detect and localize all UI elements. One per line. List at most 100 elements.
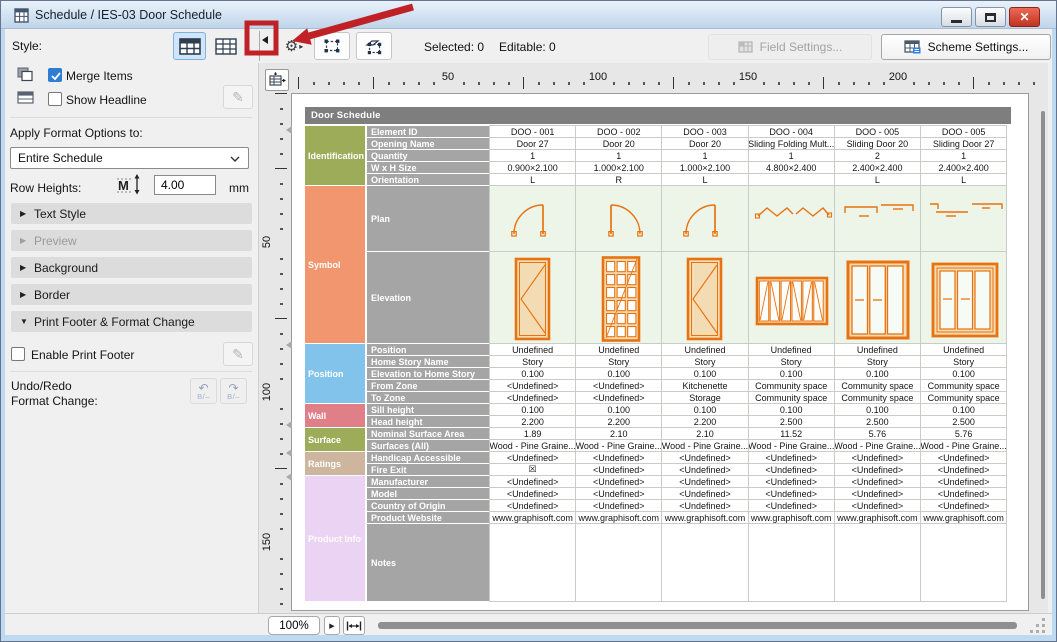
schedule-cell[interactable]: Wood - Pine Graine... [662, 440, 749, 452]
schedule-cell[interactable]: Door 20 [662, 138, 749, 150]
schedule-cell[interactable]: Door 27 [490, 138, 577, 150]
schedule-cell[interactable]: DOO - 002 [576, 126, 663, 138]
row-header-position[interactable]: Position [367, 344, 490, 355]
schedule-cell[interactable]: Wood - Pine Graine... [834, 440, 921, 452]
row-header-model[interactable]: Model [367, 488, 490, 499]
schedule-cell[interactable]: 1 [921, 150, 1008, 162]
schedule-cell[interactable]: 0.100 [490, 404, 577, 416]
schedule-cell[interactable]: <Undefined> [662, 476, 749, 488]
plan-swing-left-symbol[interactable] [490, 186, 577, 252]
row-header-elevation-to-home-story[interactable]: Elevation to Home Story [367, 368, 490, 379]
schedule-cell[interactable]: <Undefined> [834, 452, 921, 464]
row-marker-icon[interactable] [286, 341, 292, 349]
schedule-cell[interactable]: <Undefined> [490, 380, 577, 392]
apply-format-select[interactable]: Entire Schedule [10, 147, 249, 169]
schedule-cell[interactable]: Community space [921, 392, 1008, 404]
schedule-cell[interactable]: Community space [834, 380, 921, 392]
schedule-cell[interactable]: <Undefined> [576, 464, 663, 476]
vertical-scrollbar[interactable] [1041, 111, 1045, 599]
enable-print-footer-checkbox[interactable] [11, 347, 25, 361]
titlebar[interactable]: Schedule / IES-03 Door Schedule ✕ [1, 1, 1056, 29]
schedule-cell[interactable]: DOO - 003 [662, 126, 749, 138]
row-header-elevation[interactable]: Elevation [367, 252, 490, 343]
schedule-cell[interactable]: Undefined [490, 344, 577, 356]
schedule-cell[interactable]: www.graphisoft.com [834, 512, 921, 524]
plan-sliding-symbol[interactable] [834, 186, 921, 252]
schedule-cell[interactable]: <Undefined> [490, 452, 577, 464]
schedule-cell[interactable]: Community space [748, 380, 835, 392]
plan-sliding-2-symbol[interactable] [921, 186, 1008, 252]
schedule-cell[interactable] [490, 524, 577, 602]
section-preview[interactable]: ▶ Preview [11, 230, 252, 251]
elevation-sliding-3panel-b-symbol[interactable] [921, 252, 1008, 344]
schedule-cell[interactable]: DOO - 005 [834, 126, 921, 138]
zoom-menu-button[interactable]: ▶ [324, 616, 340, 635]
select-elements-button[interactable] [356, 32, 392, 60]
section-print-footer-format-change[interactable]: ▼ Print Footer & Format Change [11, 311, 252, 332]
schedule-cell[interactable]: Sliding Folding Mult... [748, 138, 835, 150]
ruler-origin-button[interactable] [265, 69, 289, 91]
schedule-cell[interactable]: Door 20 [576, 138, 663, 150]
schedule-cell[interactable]: L [921, 174, 1008, 186]
schedule-cell[interactable]: 11.52 [748, 428, 835, 440]
schedule-cell[interactable]: Sliding Door 27 [921, 138, 1008, 150]
schedule-cell[interactable] [662, 524, 749, 602]
resize-grip[interactable] [1030, 630, 1033, 633]
schedule-cell[interactable]: Wood - Pine Graine... [490, 440, 577, 452]
row-header-fire-exit[interactable]: Fire Exit [367, 464, 490, 475]
schedule-cell[interactable]: L [834, 174, 921, 186]
maximize-button[interactable] [975, 7, 1006, 27]
schedule-cell[interactable]: Community space [834, 392, 921, 404]
schedule-cell[interactable]: Undefined [834, 344, 921, 356]
row-marker-icon[interactable] [286, 449, 292, 457]
schedule-cell[interactable]: 0.100 [921, 368, 1008, 380]
row-marker-icon[interactable] [286, 126, 292, 134]
merge-items-checkbox[interactable] [48, 68, 62, 82]
schedule-cell[interactable]: <Undefined> [834, 476, 921, 488]
resize-grip[interactable] [1042, 630, 1045, 633]
schedule-cell[interactable]: <Undefined> [834, 464, 921, 476]
resize-grip[interactable] [1036, 624, 1039, 627]
schedule-cell[interactable]: <Undefined> [921, 500, 1008, 512]
elevation-panel-chevron-symbol[interactable] [662, 252, 749, 344]
schedule-cell[interactable]: 0.100 [576, 368, 663, 380]
minimize-button[interactable] [941, 7, 972, 27]
schedule-cell[interactable]: 4.800×2.400 [748, 162, 835, 174]
schedule-cell[interactable]: DOO - 004 [748, 126, 835, 138]
row-height-input[interactable] [154, 175, 216, 195]
schedule-cell[interactable]: 0.100 [662, 404, 749, 416]
schedule-cell[interactable]: 0.100 [576, 404, 663, 416]
schedule-cell[interactable]: <Undefined> [576, 380, 663, 392]
schedule-cell[interactable]: DOO - 001 [490, 126, 577, 138]
resize-grip[interactable] [1042, 618, 1045, 621]
elevation-sliding-3panel-symbol[interactable] [834, 252, 921, 344]
schedule-cell[interactable]: <Undefined> [662, 500, 749, 512]
elevation-panel-chevron-symbol[interactable] [490, 252, 577, 344]
schedule-cell[interactable]: Story [490, 356, 577, 368]
schedule-cell[interactable]: Community space [921, 380, 1008, 392]
schedule-cell[interactable]: 1.000×2.100 [662, 162, 749, 174]
schedule-cell[interactable]: 0.100 [834, 404, 921, 416]
schedule-cell[interactable]: Story [748, 356, 835, 368]
schedule-cell[interactable]: 0.100 [662, 368, 749, 380]
schedule-cell[interactable]: Wood - Pine Graine... [576, 440, 663, 452]
schedule-cell[interactable]: R [576, 174, 663, 186]
schedule-cell[interactable]: 2.10 [576, 428, 663, 440]
schedule-cell[interactable]: <Undefined> [834, 488, 921, 500]
close-button[interactable]: ✕ [1009, 7, 1040, 27]
category-ratings[interactable]: Ratings [305, 452, 365, 475]
options-gear-button[interactable]: ⚙ ▸ [278, 32, 310, 60]
schedule-cell[interactable]: <Undefined> [662, 488, 749, 500]
row-header-element-id[interactable]: Element ID [367, 126, 490, 137]
resize-grip[interactable] [1042, 624, 1045, 627]
schedule-cell[interactable]: Wood - Pine Graine... [921, 440, 1008, 452]
schedule-cell[interactable]: <Undefined> [921, 464, 1008, 476]
schedule-cell[interactable]: 0.900×2.100 [490, 162, 577, 174]
row-header-w-x-h-size[interactable]: W x H Size [367, 162, 490, 173]
schedule-cell[interactable]: 5.76 [921, 428, 1008, 440]
schedule-cell[interactable]: Undefined [662, 344, 749, 356]
schedule-cell[interactable]: <Undefined> [576, 392, 663, 404]
row-header-notes[interactable]: Notes [367, 524, 490, 601]
schedule-cell[interactable]: <Undefined> [921, 476, 1008, 488]
schedule-cell[interactable]: Story [834, 356, 921, 368]
